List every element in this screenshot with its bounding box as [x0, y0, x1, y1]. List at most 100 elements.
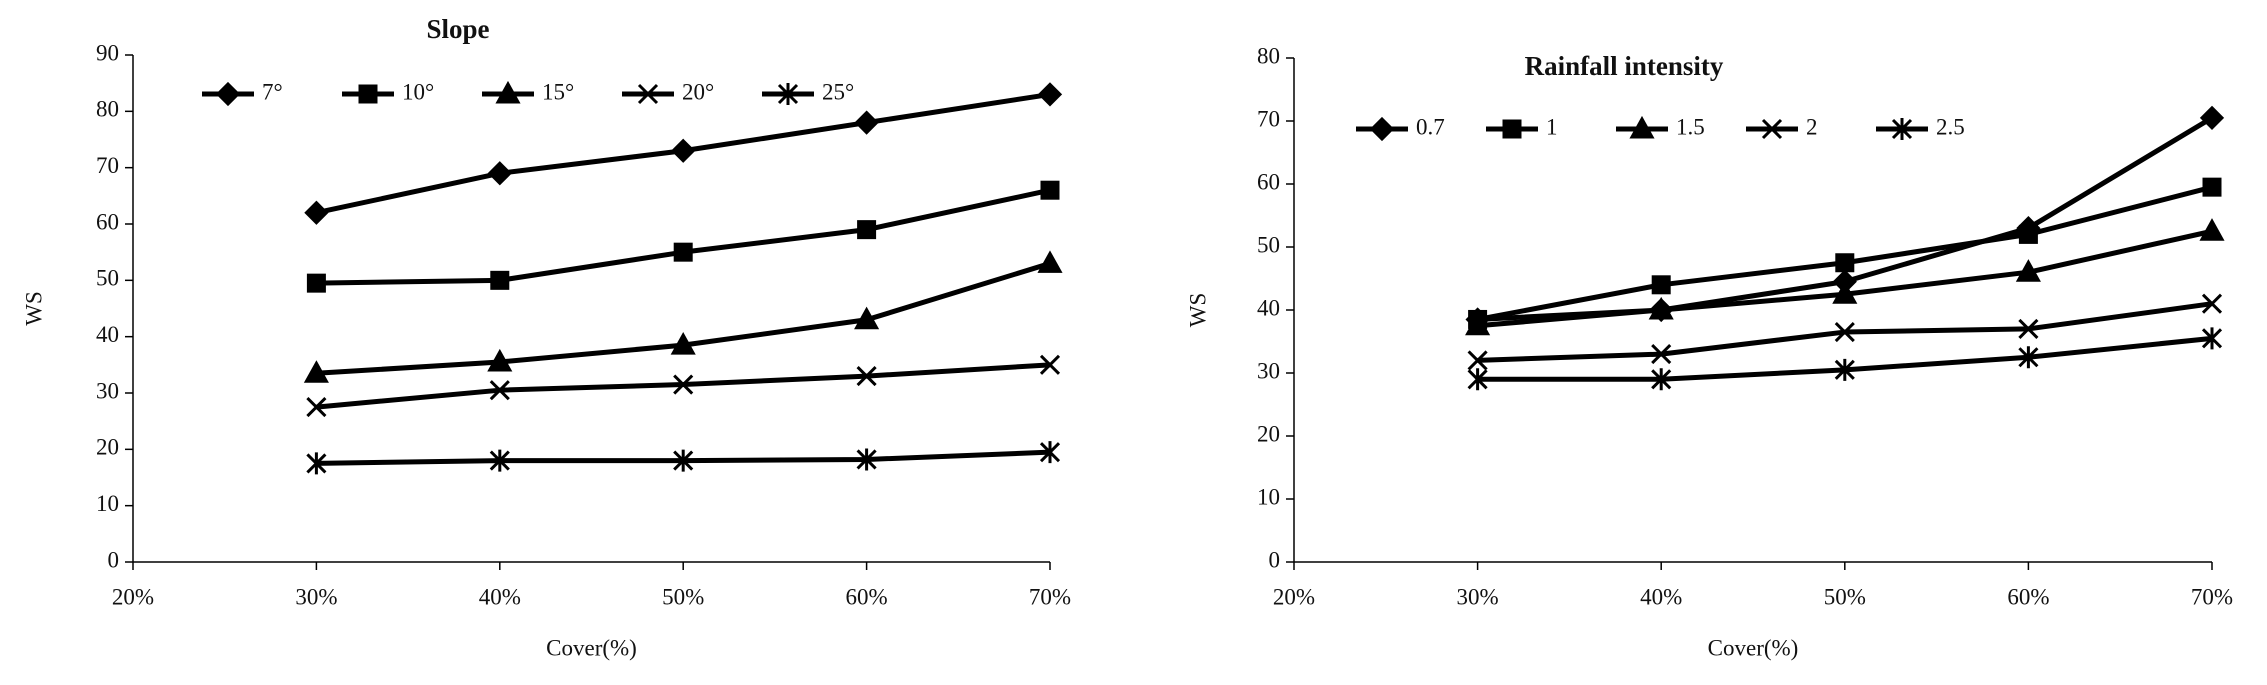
- marker: [1467, 368, 1488, 391]
- marker: [1648, 296, 1674, 320]
- marker: [2018, 346, 2039, 369]
- marker: [1039, 354, 1061, 375]
- legend-label: 1: [1546, 114, 1558, 139]
- y-tick-label: 60: [1257, 169, 1280, 194]
- marker: [1467, 350, 1488, 371]
- marker: [2202, 177, 2222, 197]
- legend-marker: [777, 83, 799, 105]
- marker: [1651, 344, 1672, 365]
- x-axis-label: Cover(%): [546, 635, 637, 660]
- marker: [854, 110, 879, 135]
- x-tick-label: 40%: [1640, 584, 1682, 609]
- x-tick-label: 30%: [1457, 584, 1499, 609]
- x-tick-label: 50%: [662, 584, 704, 609]
- legend-marker: [1629, 115, 1655, 139]
- chart-title: Rainfall intensity: [1525, 51, 1724, 81]
- y-tick-label: 70: [1257, 106, 1280, 131]
- y-tick-label: 80: [1257, 43, 1280, 68]
- x-tick-label: 70%: [1029, 584, 1071, 609]
- x-tick-label: 40%: [479, 584, 521, 609]
- marker: [2015, 259, 2041, 282]
- x-tick-label: 30%: [295, 584, 337, 609]
- y-tick-label: 50: [96, 266, 119, 291]
- marker: [673, 374, 694, 395]
- y-tick-label: 20: [96, 435, 119, 460]
- x-tick-label: 20%: [1273, 584, 1315, 609]
- marker: [1037, 82, 1063, 107]
- marker: [303, 360, 329, 383]
- x-tick-label: 50%: [1824, 584, 1866, 609]
- y-tick-label: 10: [1257, 484, 1280, 509]
- legend-label: 10°: [402, 79, 434, 104]
- marker: [2018, 224, 2038, 244]
- legend-marker: [1502, 119, 1522, 139]
- legend-label: 7°: [262, 79, 283, 104]
- marker: [306, 397, 327, 418]
- marker: [2018, 318, 2039, 339]
- x-axis-label: Cover(%): [1708, 635, 1799, 660]
- marker: [1835, 253, 1855, 273]
- legend-marker: [495, 80, 521, 104]
- y-tick-label: 50: [1257, 232, 1280, 257]
- marker: [489, 380, 510, 401]
- y-tick-label: 30: [1257, 358, 1280, 383]
- legend-marker: [1761, 118, 1783, 140]
- x-tick-label: 60%: [2007, 584, 2049, 609]
- marker: [306, 273, 326, 293]
- x-tick-label: 20%: [112, 584, 154, 609]
- y-axis-label: WS: [1185, 293, 1210, 328]
- marker: [2199, 218, 2225, 241]
- marker: [487, 161, 512, 186]
- marker: [1832, 281, 1858, 304]
- x-tick-label: 70%: [2191, 584, 2233, 609]
- marker: [2199, 105, 2225, 130]
- y-tick-label: 10: [96, 491, 119, 516]
- y-axis-label: WS: [21, 291, 46, 326]
- y-tick-label: 80: [96, 97, 119, 122]
- legend-marker: [1369, 116, 1395, 142]
- legend-marker: [215, 81, 241, 107]
- marker: [304, 200, 329, 225]
- legend-label: 2.5: [1936, 114, 1965, 139]
- marker: [671, 138, 696, 163]
- marker: [306, 452, 327, 475]
- marker: [2201, 327, 2223, 350]
- marker: [2201, 293, 2223, 314]
- y-tick-label: 0: [1269, 547, 1281, 572]
- marker: [1834, 358, 1855, 381]
- marker: [1465, 312, 1491, 336]
- legend-label: 1.5: [1676, 114, 1705, 139]
- marker: [673, 449, 694, 472]
- marker: [670, 332, 696, 355]
- marker: [1651, 275, 1671, 295]
- y-tick-label: 90: [96, 40, 119, 65]
- legend-label: 2: [1806, 114, 1818, 139]
- series-line: [316, 187, 1051, 286]
- y-tick-label: 30: [96, 378, 119, 403]
- y-tick-label: 40: [96, 322, 119, 347]
- marker: [856, 448, 877, 471]
- chart-title: Slope: [426, 14, 489, 44]
- legend-marker: [358, 84, 378, 104]
- marker: [673, 242, 693, 262]
- legend-label: 0.7: [1416, 114, 1445, 139]
- marker: [1651, 368, 1672, 391]
- legend-marker: [1891, 118, 1913, 140]
- marker: [1039, 441, 1061, 464]
- marker: [1037, 250, 1063, 273]
- legend-label: 20°: [682, 79, 714, 104]
- marker: [1834, 321, 1855, 343]
- x-tick-label: 60%: [846, 584, 888, 609]
- legend-label: 25°: [822, 79, 854, 104]
- y-tick-label: 60: [96, 209, 119, 234]
- marker: [854, 306, 880, 330]
- marker: [489, 449, 510, 472]
- marker: [490, 270, 510, 290]
- legend-marker: [637, 83, 659, 105]
- y-tick-label: 70: [96, 153, 119, 178]
- y-tick-label: 40: [1257, 295, 1280, 320]
- marker: [856, 366, 877, 387]
- y-tick-label: 20: [1257, 421, 1280, 446]
- legend-label: 15°: [542, 79, 574, 104]
